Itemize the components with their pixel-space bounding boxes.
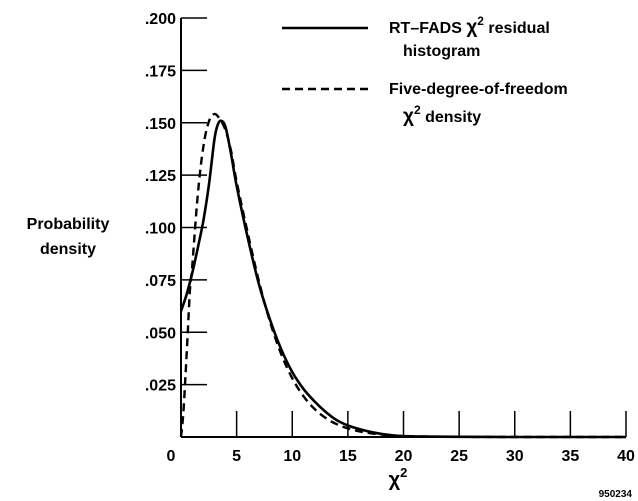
- y-axis-title-line2: density: [40, 241, 96, 258]
- y-tick-label: .150: [145, 116, 176, 133]
- y-tick-label: .050: [145, 325, 176, 342]
- x-ticks: 0 5 10 15 20 25 30 35 40: [167, 411, 635, 465]
- figure-id: 950234: [599, 489, 633, 500]
- y-tick-label: .025: [145, 378, 176, 395]
- x-tick-label: 40: [617, 448, 635, 465]
- x-tick-label: 30: [506, 448, 524, 465]
- y-tick-label: .200: [145, 11, 176, 28]
- y-tick-label: .175: [145, 63, 176, 80]
- legend-solid-sup: 2: [477, 14, 484, 28]
- x-tick-label: 5: [232, 448, 241, 465]
- y-axis-title-line1: Probability: [27, 216, 110, 233]
- y-tick-label: .100: [145, 221, 176, 238]
- legend-solid-post: residual: [484, 20, 550, 37]
- x-tick-label: 20: [395, 448, 413, 465]
- x-axis-title-superscript: 2: [400, 465, 407, 480]
- x-axis-title: χ2: [389, 465, 408, 491]
- x-tick-label: 0: [167, 448, 176, 465]
- legend-label-dashed-line1: Five-degree-of-freedom: [389, 81, 568, 98]
- legend-dashed-sym: χ: [403, 106, 414, 127]
- legend: RT–FADS χ2 residual histogram Five-degre…: [282, 14, 568, 127]
- x-tick-label: 25: [450, 448, 468, 465]
- legend-label-dashed-line2: χ2 density: [403, 103, 481, 127]
- legend-dashed-sup: 2: [414, 103, 421, 117]
- x-tick-label: 10: [283, 448, 301, 465]
- legend-label-solid-line2: histogram: [403, 43, 480, 60]
- legend-label-solid-line1: RT–FADS χ2 residual: [389, 14, 550, 38]
- y-tick-label: .075: [145, 273, 176, 290]
- y-ticks: .025 .050 .075 .100 .125 .150 .175 .200: [145, 11, 207, 395]
- legend-dashed-post: density: [421, 109, 482, 126]
- x-axis-title-symbol: χ: [389, 469, 401, 491]
- x-tick-label: 35: [561, 448, 579, 465]
- x-tick-label: 15: [339, 448, 357, 465]
- legend-solid-pre: RT–FADS: [389, 20, 466, 37]
- series-rt-fads-residual-histogram: [179, 119, 626, 439]
- series-five-dof-chi2-density: [179, 112, 626, 439]
- y-tick-label: .125: [145, 168, 176, 185]
- legend-solid-sym: χ: [466, 17, 477, 38]
